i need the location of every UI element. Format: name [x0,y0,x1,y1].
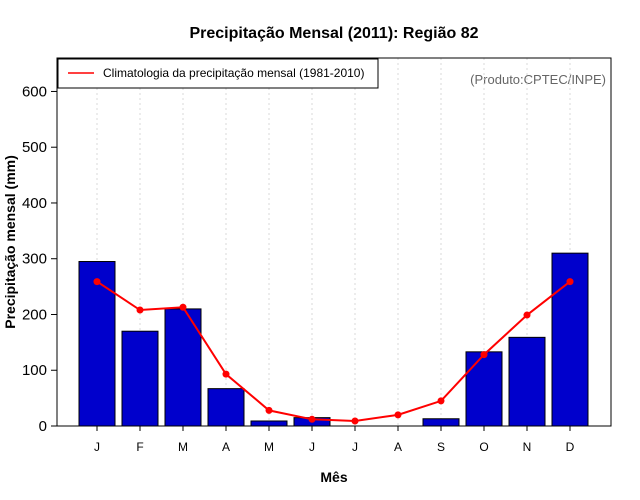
climatology-point-5 [308,415,316,423]
bar-1 [121,330,159,427]
climatology-point-4 [265,406,273,414]
climatology-point-1 [136,306,144,314]
x-tick-label-1: F [136,440,143,454]
bar-0 [78,261,116,427]
credit-label: (Produto:CPTEC/INPE) [470,72,606,87]
x-tick-label-11: D [566,440,575,454]
bar-4 [250,420,288,427]
bar-10 [508,336,546,427]
x-tick-label-6: J [352,440,358,454]
climatology-point-7 [394,411,402,419]
climatology-point-0 [93,278,101,286]
y-tick-label-500: 500 [22,139,47,156]
chart-title: Precipitação Mensal (2011): Região 82 [189,25,478,42]
x-tick-label-3: A [222,440,230,454]
x-tick-label-8: S [437,440,445,454]
climatology-point-9 [480,351,488,359]
legend-box [57,58,379,89]
y-tick-label-0: 0 [39,418,47,435]
y-tick-label-300: 300 [22,251,47,268]
legend: Climatologia da precipitação mensal (198… [57,58,379,89]
bar-series [78,252,589,427]
y-tick-label-100: 100 [22,362,47,379]
legend-label-climatology: Climatologia da precipitação mensal (198… [103,66,364,80]
climatology-line [96,280,571,422]
climatology-point-6 [351,417,359,425]
plot-frame [56,57,612,427]
climatology-point-11 [566,278,574,286]
bar-2 [164,308,202,427]
x-tick-label-0: J [94,440,100,454]
y-tick-label-600: 600 [22,83,47,100]
y-axis-label: Precipitação mensal (mm) [2,155,18,329]
x-tick-label-7: A [394,440,402,454]
climatology-point-10 [523,311,531,319]
y-tick-label-200: 200 [22,306,47,323]
x-tick-label-5: J [309,440,315,454]
x-tick-label-2: M [178,440,188,454]
x-tick-label-9: O [479,440,488,454]
climatology-point-3 [222,370,230,378]
climatology-point-8 [437,397,445,405]
x-tick-label-4: M [264,440,274,454]
climatology-series [93,278,574,425]
climatology-point-2 [179,303,187,311]
bar-8 [422,418,460,427]
bar-3 [207,388,245,427]
bar-9 [465,351,503,427]
axes: 0 100 200 300 400 500 600 J F M A M J J A S O N D [22,83,575,454]
x-tick-label-10: N [523,440,532,454]
y-tick-label-400: 400 [22,195,47,212]
x-axis-label: Mês [320,469,347,485]
